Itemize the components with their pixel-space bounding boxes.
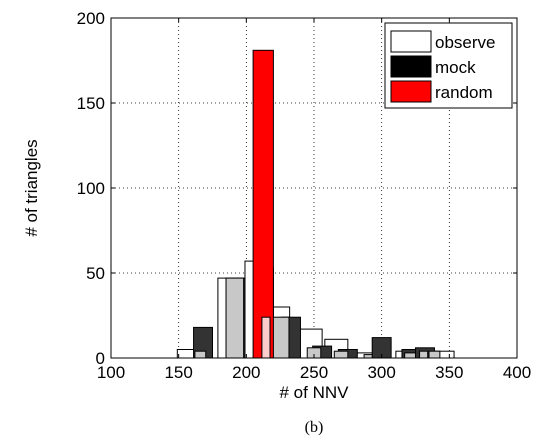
x-axis-label: # of NNV bbox=[280, 383, 350, 402]
x-tick-label: 350 bbox=[435, 363, 463, 382]
random-bar bbox=[252, 49, 274, 359]
x-tick-label: 100 bbox=[97, 363, 125, 382]
random-overlap-bar bbox=[261, 316, 271, 359]
legend-label-random: random bbox=[435, 83, 493, 102]
y-tick-label: 0 bbox=[96, 349, 105, 368]
overlap-bar bbox=[428, 350, 441, 359]
x-tick-label: 200 bbox=[232, 363, 260, 382]
overlap-bar bbox=[404, 352, 417, 359]
legend-swatch-random bbox=[390, 80, 432, 103]
x-tick-label: 300 bbox=[367, 363, 395, 382]
x-tick-label: 400 bbox=[503, 363, 531, 382]
overlap-bar bbox=[272, 316, 290, 359]
legend-label-observe: observe bbox=[435, 33, 495, 52]
overlap-bar bbox=[419, 350, 429, 359]
y-axis-label: # of triangles bbox=[22, 139, 41, 236]
x-tick-labels: 100 150 200 250 300 350 400 bbox=[97, 363, 531, 382]
legend-label-mock: mock bbox=[435, 58, 476, 77]
y-tick-labels: 0 50 100 150 200 bbox=[77, 9, 105, 368]
overlap-bar bbox=[333, 350, 349, 359]
legend: observe mock random bbox=[384, 22, 513, 109]
y-tick-label: 100 bbox=[77, 179, 105, 198]
overlap-bar bbox=[363, 354, 373, 359]
y-tick-label: 200 bbox=[77, 9, 105, 28]
legend-swatch-observe bbox=[390, 30, 432, 53]
y-tick-label: 150 bbox=[77, 94, 105, 113]
legend-swatch-mock bbox=[390, 55, 432, 78]
overlap-bar bbox=[194, 350, 207, 359]
x-tick-label: 150 bbox=[164, 363, 192, 382]
x-tick-label: 250 bbox=[300, 363, 328, 382]
axis-ticks bbox=[110, 17, 518, 359]
figure-caption: (b) bbox=[305, 419, 324, 436]
overlap-bar bbox=[225, 277, 245, 359]
y-tick-label: 50 bbox=[86, 264, 105, 283]
series-random bbox=[252, 49, 274, 359]
